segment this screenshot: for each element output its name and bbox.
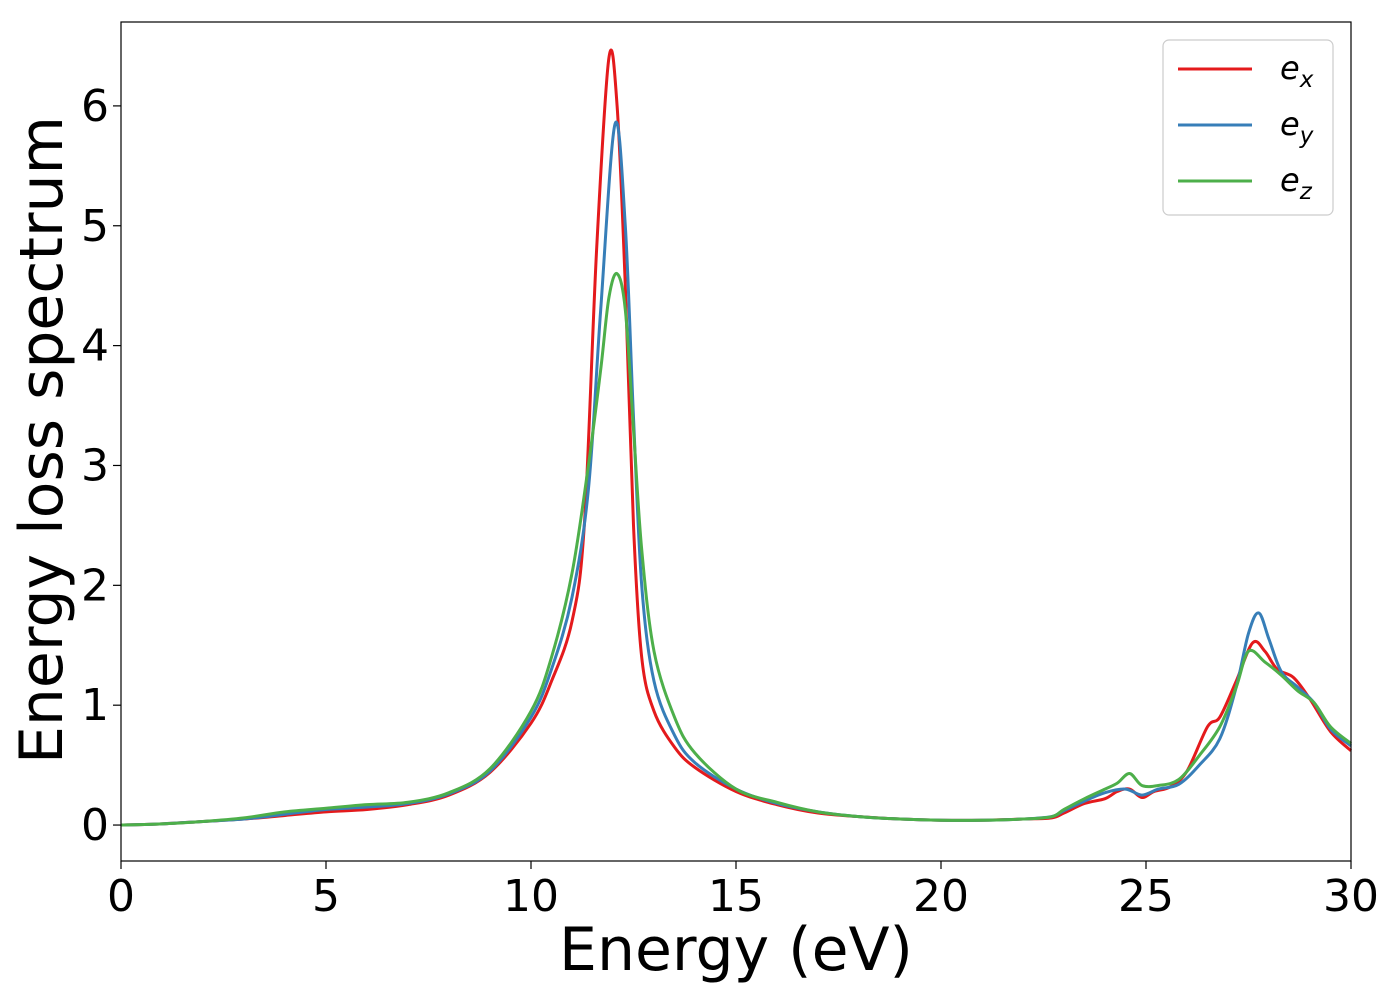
x-tick-label: 20 [913, 871, 969, 922]
y-tick-label: 4 [81, 321, 109, 372]
y-tick-label: 5 [81, 201, 109, 252]
x-axis-title: Energy (eV) [559, 915, 913, 985]
y-axis: 0 1 2 3 4 5 6 [81, 81, 121, 851]
y-tick-label: 3 [81, 440, 109, 491]
series-line-z [120, 272, 1352, 827]
y-tick-label: 2 [81, 560, 109, 611]
x-tick-label: 30 [1323, 871, 1379, 922]
legend: ex ey ez [1162, 39, 1334, 216]
x-axis: 0 5 10 15 20 25 30 [107, 861, 1379, 922]
x-tick-label: 25 [1118, 871, 1174, 922]
legend-box [1162, 39, 1334, 216]
x-tick-label: 0 [107, 871, 135, 922]
y-axis-title: Energy loss spectrum [7, 116, 77, 764]
x-tick-label: 10 [503, 871, 559, 922]
legend-label-y: ey [1280, 105, 1314, 149]
y-tick-label: 1 [81, 680, 109, 731]
x-tick-label: 15 [708, 871, 764, 922]
y-tick-label: 0 [81, 800, 109, 851]
legend-label-z: ez [1280, 161, 1313, 205]
y-tick-label: 6 [81, 81, 109, 132]
series-line-y [120, 120, 1352, 827]
series-layer [120, 48, 1353, 827]
legend-label-x: ex [1280, 49, 1314, 93]
x-tick-label: 5 [312, 871, 340, 922]
